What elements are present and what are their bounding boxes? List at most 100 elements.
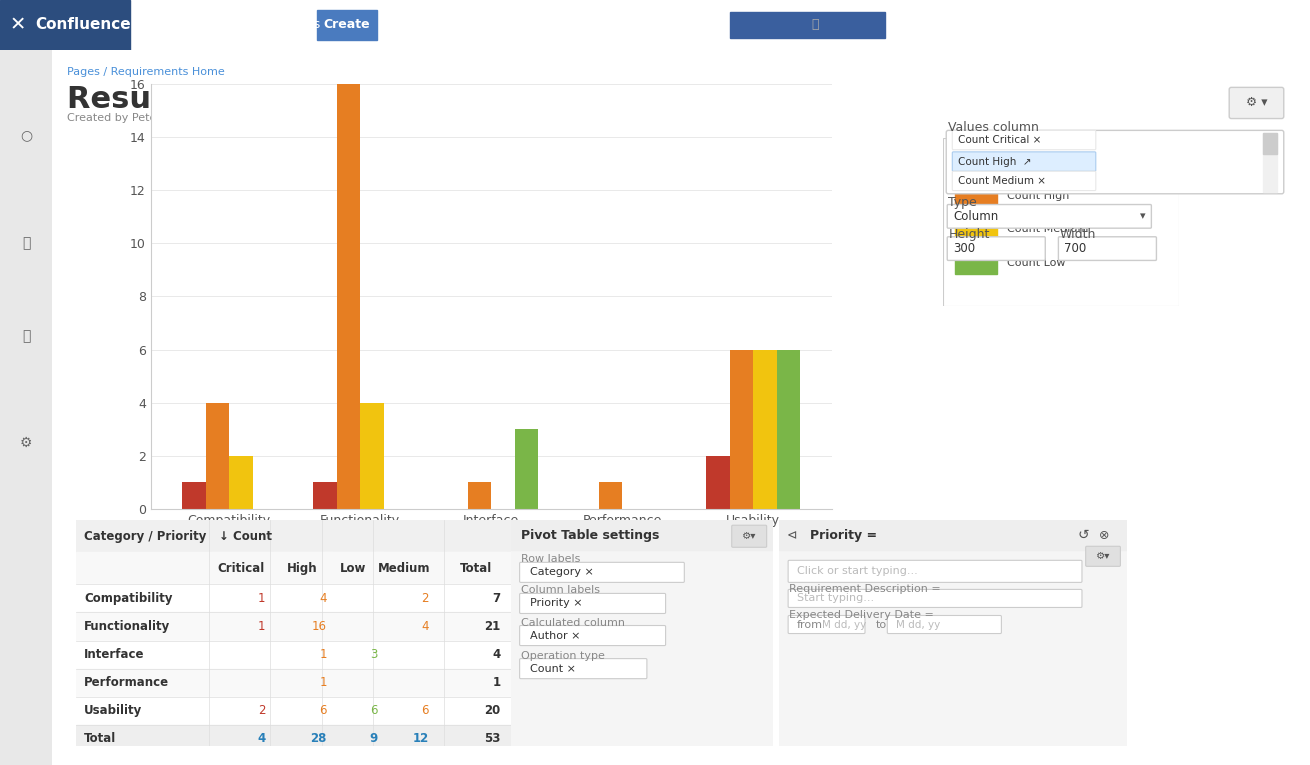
Text: 20: 20 <box>485 705 500 718</box>
FancyBboxPatch shape <box>947 237 1045 260</box>
Text: Total: Total <box>460 562 493 575</box>
Bar <box>206 402 229 509</box>
Text: Calculated column: Calculated column <box>521 617 625 627</box>
Text: ⚙ ▾: ⚙ ▾ <box>1246 96 1267 109</box>
Text: Author ×: Author × <box>529 630 580 640</box>
FancyBboxPatch shape <box>1229 87 1284 119</box>
Text: 300: 300 <box>954 242 976 255</box>
FancyBboxPatch shape <box>520 562 684 582</box>
Bar <box>76 640 565 669</box>
Bar <box>76 520 210 552</box>
FancyBboxPatch shape <box>1058 237 1157 260</box>
Bar <box>599 482 622 509</box>
Text: M dd, yy: M dd, yy <box>821 620 866 630</box>
Bar <box>360 402 384 509</box>
FancyBboxPatch shape <box>887 616 1001 633</box>
Bar <box>1263 132 1277 192</box>
Text: 4: 4 <box>257 732 266 745</box>
Bar <box>76 613 565 640</box>
Text: Column labels: Column labels <box>521 585 600 595</box>
Text: ↓ Count: ↓ Count <box>219 529 272 542</box>
Text: 4: 4 <box>422 620 430 633</box>
Text: Pages / Requirements Home: Pages / Requirements Home <box>67 67 225 76</box>
Text: Height: Height <box>948 228 989 241</box>
Text: 🔔: 🔔 <box>981 18 989 31</box>
Text: Row labels: Row labels <box>521 555 580 565</box>
Bar <box>730 12 886 37</box>
Text: Count Medium ×: Count Medium × <box>959 176 1047 186</box>
Text: ↺: ↺ <box>1077 529 1089 542</box>
Text: 2: 2 <box>422 592 430 605</box>
Bar <box>313 482 337 509</box>
Bar <box>76 584 565 613</box>
Text: Values column: Values column <box>948 121 1039 134</box>
Text: Start typing...: Start typing... <box>796 594 874 604</box>
Bar <box>210 520 565 552</box>
Bar <box>955 150 997 174</box>
Text: 1: 1 <box>320 676 326 689</box>
Text: High: High <box>287 562 317 575</box>
Text: ○: ○ <box>20 129 33 142</box>
Text: 16: 16 <box>312 620 326 633</box>
Bar <box>1263 132 1277 154</box>
Text: 4: 4 <box>493 648 500 661</box>
Bar <box>515 429 538 509</box>
FancyBboxPatch shape <box>789 589 1082 607</box>
Text: Count High: Count High <box>1007 190 1069 200</box>
Text: ✕: ✕ <box>9 15 26 34</box>
Bar <box>448 552 507 584</box>
FancyBboxPatch shape <box>952 171 1095 190</box>
Text: 1: 1 <box>320 648 326 661</box>
Text: Count High  ↗: Count High ↗ <box>959 157 1032 167</box>
Text: 21: 21 <box>485 620 500 633</box>
Bar <box>212 552 271 584</box>
Bar <box>76 552 565 584</box>
Text: Click or start typing...: Click or start typing... <box>796 566 917 576</box>
Text: Width: Width <box>1060 228 1095 241</box>
Text: Priority =: Priority = <box>811 529 878 542</box>
Text: Pivot Table settings: Pivot Table settings <box>521 529 659 542</box>
Text: 👤: 👤 <box>1017 18 1023 31</box>
Bar <box>0 0 130 50</box>
Text: Count Medium: Count Medium <box>1007 224 1089 234</box>
Text: 📰: 📰 <box>22 329 30 343</box>
Text: 6: 6 <box>371 705 377 718</box>
Text: Created by Peter Jacobs, last modified just a moment ago: Created by Peter Jacobs, last modified j… <box>67 112 389 122</box>
Text: Contacts: Contacts <box>265 18 320 31</box>
Text: Count ×: Count × <box>529 664 575 674</box>
Text: 📄: 📄 <box>22 236 30 250</box>
Text: Expected Delivery Date =: Expected Delivery Date = <box>790 610 934 620</box>
Text: ⚙▾: ⚙▾ <box>741 531 756 542</box>
Bar <box>753 350 777 509</box>
Bar <box>376 552 435 584</box>
Bar <box>511 520 773 550</box>
Text: 12: 12 <box>413 732 430 745</box>
Text: 4: 4 <box>320 592 326 605</box>
Text: Column: Column <box>954 210 998 223</box>
Bar <box>337 84 360 509</box>
Text: Usability: Usability <box>84 705 143 718</box>
Text: 1: 1 <box>258 592 266 605</box>
Text: 9: 9 <box>369 732 377 745</box>
Bar <box>182 482 206 509</box>
Text: ⚙: ⚙ <box>20 436 33 450</box>
Text: 1: 1 <box>493 676 500 689</box>
FancyBboxPatch shape <box>789 560 1082 582</box>
Bar <box>706 456 730 509</box>
Text: to: to <box>876 620 887 630</box>
Text: ▾: ▾ <box>1140 211 1146 221</box>
Bar <box>779 520 1127 550</box>
Text: Count Critical: Count Critical <box>1007 157 1082 167</box>
Bar <box>955 251 997 275</box>
Text: Create: Create <box>324 18 371 31</box>
Text: ⚙▾: ⚙▾ <box>1095 552 1111 562</box>
Text: ⊲: ⊲ <box>786 529 796 542</box>
Bar <box>468 482 491 509</box>
FancyBboxPatch shape <box>952 130 1095 150</box>
Text: Priority ×: Priority × <box>529 598 582 608</box>
Bar <box>76 697 565 724</box>
Text: Functionality: Functionality <box>84 620 170 633</box>
Text: Count Critical ×: Count Critical × <box>959 135 1041 145</box>
Text: ?: ? <box>912 18 918 31</box>
Text: Total: Total <box>84 732 117 745</box>
